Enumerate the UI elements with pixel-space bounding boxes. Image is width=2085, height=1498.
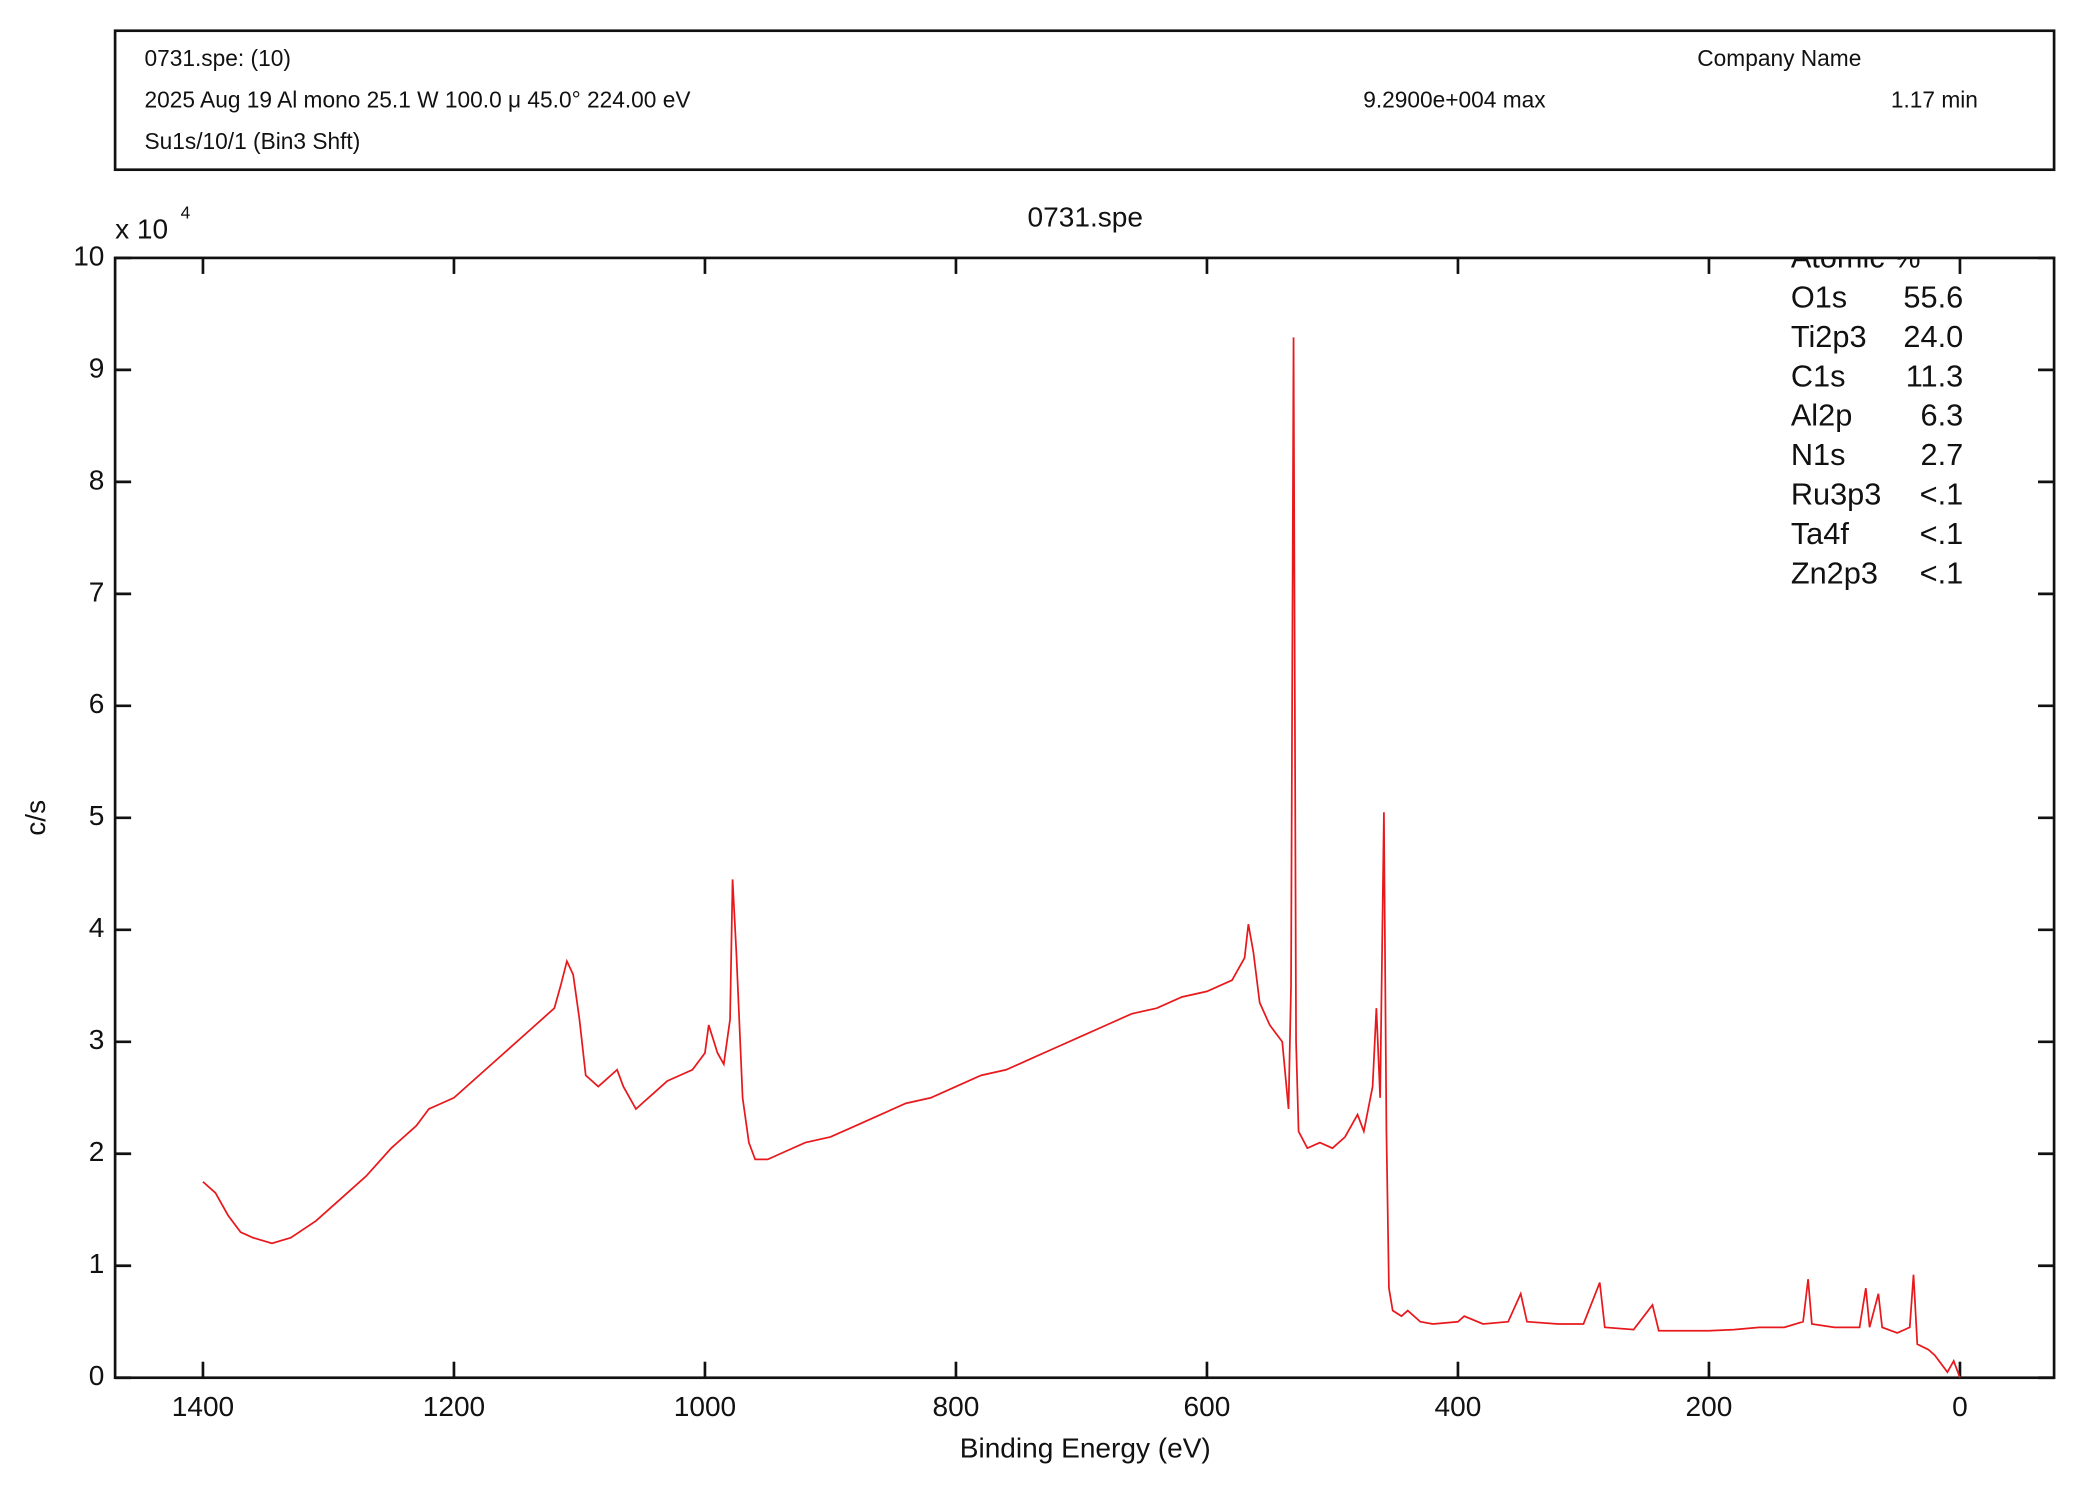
y-tick-label: 1 xyxy=(89,1248,105,1279)
x-tick-label: 800 xyxy=(933,1391,980,1422)
atomic-name: O1s xyxy=(1791,279,1847,314)
atomic-name: Ti2p3 xyxy=(1791,319,1867,354)
y-tick-label: 2 xyxy=(89,1136,105,1167)
plot-frame xyxy=(113,256,2056,1380)
atomic-name: Al2p xyxy=(1791,398,1852,433)
x-tick-label: 1400 xyxy=(172,1391,234,1422)
atomic-value: 24.0 xyxy=(1903,319,1963,354)
header-box xyxy=(113,29,2056,172)
atomic-title: Atomic % xyxy=(1791,239,1921,274)
atomic-table: Atomic % O1s 55.6 Ti2p3 24.0 C1s 11.3 Al2p 6.3 N1… xyxy=(1791,239,1964,590)
atomic-name: Ta4f xyxy=(1791,516,1850,551)
y-tick-label: 0 xyxy=(89,1360,105,1391)
y-multiplier-exponent: 4 xyxy=(181,202,191,222)
y-axis-label: c/s xyxy=(20,800,51,836)
atomic-name: C1s xyxy=(1791,358,1846,393)
atomic-name: N1s xyxy=(1791,437,1846,472)
header-text: 0731.spe: (10) xyxy=(145,45,291,71)
header-text: 2025 Aug 19 Al mono 25.1 W 100.0 μ 45.0°… xyxy=(145,87,692,113)
x-tick-label: 600 xyxy=(1184,1391,1231,1422)
header-text: Company Name xyxy=(1697,45,1861,71)
header-text: 9.2900e+004 max xyxy=(1363,87,1546,113)
atomic-value: <.1 xyxy=(1920,555,1964,590)
y-tick-label: 7 xyxy=(89,576,105,607)
x-tick-label: 1000 xyxy=(674,1391,736,1422)
y-tick-label: 4 xyxy=(89,912,105,943)
spectrum-line xyxy=(202,337,1961,1378)
x-axis-label: Binding Energy (eV) xyxy=(960,1432,1211,1463)
atomic-value: 6.3 xyxy=(1920,398,1963,433)
x-tick-label: 400 xyxy=(1435,1391,1482,1422)
atomic-name: Ru3p3 xyxy=(1791,477,1882,512)
atomic-value: <.1 xyxy=(1920,477,1964,512)
y-multiplier: x 10 xyxy=(115,214,168,245)
y-tick-label: 6 xyxy=(89,688,105,719)
y-tick-label: 10 xyxy=(73,240,104,271)
y-tick-label: 8 xyxy=(89,464,105,495)
y-tick-label: 5 xyxy=(89,800,105,831)
x-tick-label: 0 xyxy=(1952,1391,1968,1422)
atomic-value: 2.7 xyxy=(1920,437,1963,472)
y-tick-label: 3 xyxy=(89,1024,105,1055)
x-tick-label: 1200 xyxy=(423,1391,485,1422)
chart-title: 0731.spe xyxy=(1028,202,1143,233)
atomic-value: <.1 xyxy=(1920,516,1964,551)
series-name: Su1s/10/1 (Bin3 Shft) xyxy=(145,128,361,154)
atomic-value: 55.6 xyxy=(1903,279,1963,314)
y-tick-label: 9 xyxy=(89,352,105,383)
header-text: 1.17 min xyxy=(1891,87,1978,113)
atomic-value: 11.3 xyxy=(1906,358,1964,393)
atomic-name: Zn2p3 xyxy=(1791,555,1878,590)
x-tick-label: 200 xyxy=(1686,1391,1733,1422)
